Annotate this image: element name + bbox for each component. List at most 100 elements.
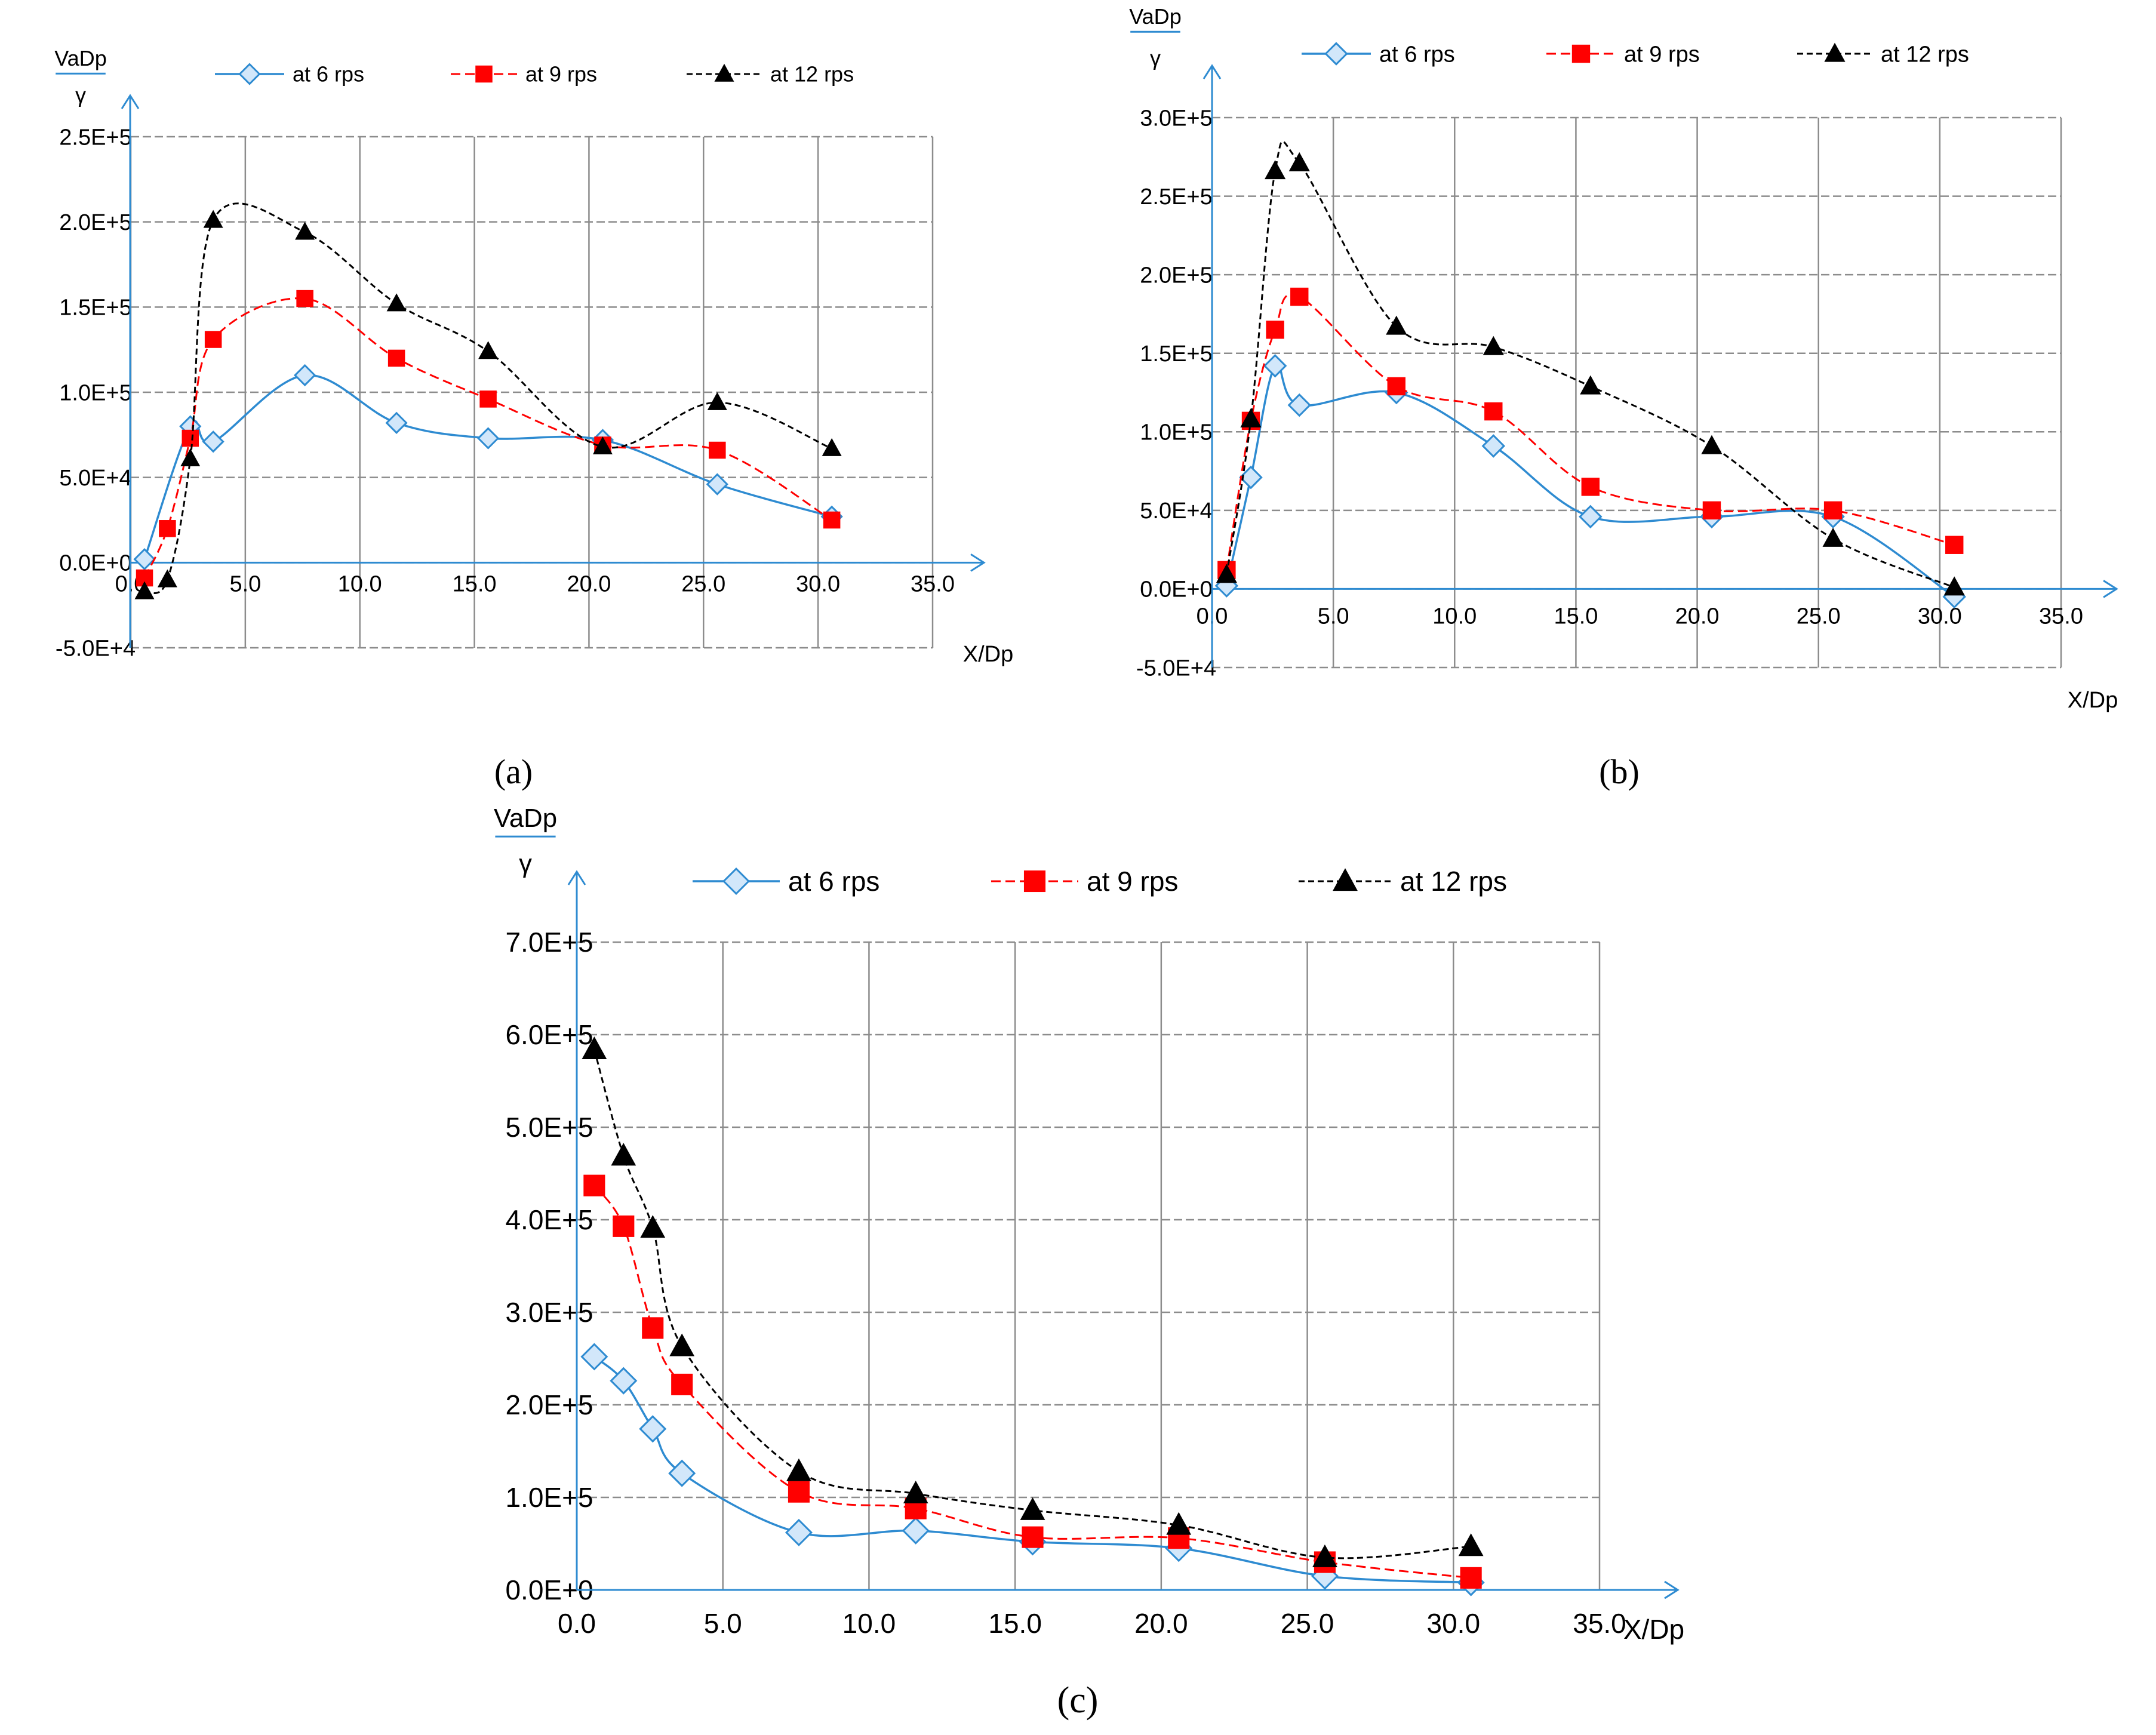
x-tick-label: 5.0 [229,571,261,596]
x-tick-label: 15.0 [1554,604,1598,629]
data-point-s12 [478,341,499,359]
data-point-s9 [1290,287,1309,306]
series-line-s12 [144,202,832,594]
data-point-s12 [707,392,727,410]
y-tick-label: 3.0E+5 [1140,106,1213,131]
legend-marker [1324,42,1348,66]
y-axis-label-denominator: γ [519,849,532,878]
data-point-s12 [1701,435,1723,454]
data-point-s12 [903,1480,928,1503]
legend-item-s12: at 12 rps [687,62,854,87]
data-point-s9 [788,1481,810,1503]
data-point-s9 [479,390,497,408]
data-point-s6 [385,411,408,434]
x-axis-arrow-icon [1664,1580,1680,1599]
data-point-s9 [296,290,313,307]
legend-label: at 12 rps [770,62,854,87]
y-axis-label: VaDp γ [1129,4,1182,70]
data-point-s6 [476,427,500,450]
y-tick-label: 2.0E+5 [59,210,132,235]
data-point-s6 [294,364,316,387]
data-point-s12 [592,436,613,455]
data-point-s12 [1386,315,1407,335]
legend-label: at 12 rps [1881,42,1969,67]
y-tick-label: 7.0E+5 [505,927,593,958]
legend-item-s12: at 12 rps [1299,866,1507,897]
x-axis-label: X/Dp [2068,688,2118,713]
y-tick-label: 3.0E+5 [505,1297,593,1328]
chart-panel-b: -5.0E+4 0.0E+0 5.0E+4 1.0E+5 1.5E+5 2.0E+5 2.5… [1129,4,2118,791]
x-axis-arrow-icon [2103,580,2118,598]
data-point-s6 [706,473,728,496]
legend-item-s6: at 6 rps [693,866,879,897]
x-tick-label: 25.0 [1281,1608,1334,1639]
y-axis-label: VaDp γ [494,804,557,878]
y-tick-label: 5.0E+4 [59,466,132,491]
x-tick-label: 35.0 [911,571,955,596]
y-tick-label: 2.5E+5 [1140,184,1213,210]
x-tick-label: 35.0 [1573,1608,1626,1639]
y-tick-label: 2.0E+5 [505,1389,593,1420]
legend-label: at 9 rps [1087,866,1178,897]
data-point-s6 [668,1459,696,1487]
data-point-s9 [1945,536,1964,554]
series-line-s6 [1225,362,1955,598]
y-tick-label: 1.5E+5 [1140,342,1213,367]
legend-label: at 9 rps [1624,42,1700,67]
x-tick-label: 30.0 [796,571,840,596]
data-point-s9 [583,1174,605,1196]
chart-panel-a: -5.0E+4 0.0E+0 5.0E+4 1.0E+5 1.5E+5 2.0E+5 2.5… [54,46,1013,791]
x-axis-arrow-icon [970,553,986,572]
y-tick-label: -5.0E+4 [1136,656,1216,681]
data-point-s9 [1702,501,1721,520]
data-point-s12 [203,210,223,228]
legend-label: at 6 rps [293,62,364,87]
y-tick-label: 0.0E+0 [1140,577,1213,602]
data-point-s12 [582,1036,607,1059]
legend-marker [238,63,261,85]
data-point-s9 [1581,478,1600,496]
x-tick-label: 15.0 [988,1608,1042,1639]
y-axis-label-numerator: VaDp [494,804,557,833]
panel-caption: (a) [494,752,533,791]
y-tick-label: -5.0E+4 [56,636,136,661]
y-tick-label: 1.0E+5 [59,380,132,405]
data-point-s9 [1484,402,1503,421]
x-tick-label: 0.0 [558,1608,596,1639]
legend-label: at 6 rps [1379,42,1455,67]
legend-marker [714,63,734,82]
data-point-s6 [785,1518,813,1546]
data-point-s6 [1263,354,1287,378]
data-point-s12 [295,222,315,240]
y-tick-label: 6.0E+5 [505,1019,593,1050]
x-tick-label: 35.0 [2039,604,2083,629]
data-point-s9 [1022,1526,1044,1548]
y-axis-label: VaDp γ [54,46,107,107]
legend-item-s6: at 6 rps [215,62,364,87]
legend-label: at 12 rps [1400,866,1507,897]
y-tick-label: 0.0E+0 [59,551,132,576]
y-tick-label: 5.0E+5 [505,1112,593,1143]
data-point-s12 [1216,564,1237,583]
y-axis-label-denominator: γ [1150,45,1161,70]
legend-marker [1824,42,1846,62]
x-tick-label: 25.0 [1797,604,1841,629]
data-point-s9 [387,349,405,367]
x-tick-label: 20.0 [1675,604,1720,629]
y-axis-arrow-icon [567,870,586,885]
x-tick-label: 10.0 [842,1608,896,1639]
legend-marker [722,867,751,896]
y-axis-label-denominator: γ [75,82,86,107]
legend-item-s9: at 9 rps [991,866,1178,897]
x-tick-label: 25.0 [681,571,725,596]
series-line-s12 [593,1049,1471,1559]
data-point-s6 [610,1367,638,1395]
data-point-s9 [671,1373,693,1395]
data-point-s12 [386,293,407,312]
legend-item-s6: at 6 rps [1302,42,1455,67]
data-point-s9 [613,1215,635,1237]
data-point-s12 [822,438,842,456]
legend-label: at 6 rps [788,866,879,897]
x-tick-label: 10.0 [1432,604,1477,629]
data-point-s9 [159,520,176,537]
